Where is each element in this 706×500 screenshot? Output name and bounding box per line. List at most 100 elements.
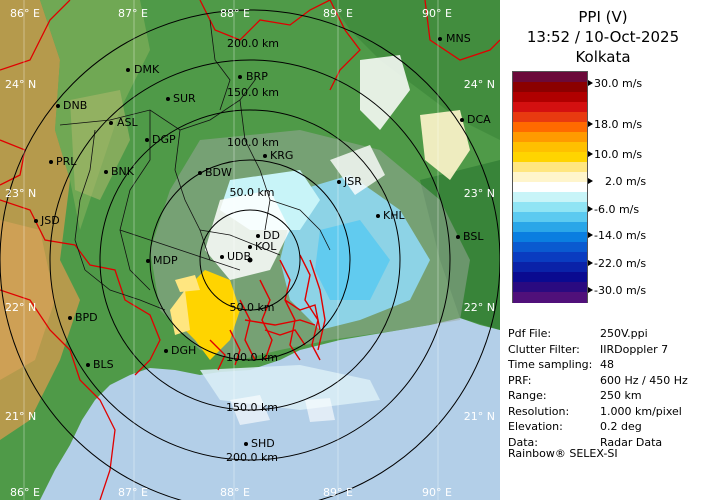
lat-label-23-left: 23° N — [5, 187, 36, 200]
metadata-value: 1.000 km/pixel — [600, 404, 682, 418]
echo-yellow — [175, 270, 240, 360]
range-label-200-south: 200.0 km — [226, 451, 278, 464]
svg-text:JSR: JSR — [343, 175, 362, 188]
city-dnb: DNB — [56, 99, 87, 112]
svg-text:DGH: DGH — [171, 344, 196, 357]
svg-text:BDW: BDW — [205, 166, 232, 179]
color-scale-step — [513, 142, 587, 153]
city-asl: ASL — [109, 116, 139, 129]
metadata-key: Data: — [508, 435, 538, 449]
legend-label-neg22: -22.0 m/s — [594, 257, 647, 270]
product-title: PPI (V) — [578, 8, 628, 26]
color-scale-step — [513, 282, 587, 293]
legend-label-neg14: -14.0 m/s — [594, 229, 647, 242]
color-scale-step — [513, 132, 587, 143]
city-bdw: BDW — [198, 166, 232, 179]
svg-text:DGP: DGP — [152, 133, 176, 146]
lon-label-90: 90° E — [422, 7, 452, 20]
color-scale-step — [513, 292, 587, 303]
color-scale-step — [513, 112, 587, 123]
lon-label-86-bottom: 86° E — [10, 486, 40, 499]
metadata-value: IIRDoppler 7 — [600, 342, 669, 356]
velocity-color-scale — [512, 71, 588, 303]
color-scale-step — [513, 222, 587, 233]
legend-label-neg30: -30.0 m/s — [594, 284, 647, 297]
district-borders — [59, 19, 331, 311]
city-udb: UDB — [220, 250, 251, 263]
svg-text:BPD: BPD — [75, 311, 98, 324]
product-datetime: 13:52 / 10-Oct-2025 — [526, 28, 680, 46]
city-mns: MNS — [438, 32, 471, 45]
lon-label-89-bottom: 89° E — [323, 486, 353, 499]
color-scale-step — [513, 82, 587, 93]
svg-text:JSD: JSD — [40, 214, 60, 227]
range-label-150-north: 150.0 km — [227, 86, 279, 99]
city-dca: DCA — [460, 113, 491, 126]
info-panel: PPI (V) 13:52 / 10-Oct-2025 Kolkata 30.0… — [500, 0, 706, 500]
svg-text:MDP: MDP — [153, 254, 178, 267]
lon-label-89: 89° E — [323, 7, 353, 20]
svg-text:KOL: KOL — [255, 240, 277, 253]
color-scale-step — [513, 262, 587, 273]
station-name: Kolkata — [575, 48, 631, 66]
city-jsr: JSR — [337, 175, 362, 188]
lon-label-88-bottom: 88° E — [220, 486, 250, 499]
lon-label-87: 87° E — [118, 7, 148, 20]
city-dgp: DGP — [145, 133, 176, 146]
range-rings — [0, 9, 500, 500]
range-label-50-north: 50.0 km — [229, 186, 274, 199]
lon-label-90-bottom: 90° E — [422, 486, 452, 499]
metadata-key: Range: — [508, 389, 547, 402]
range-label-100-south: 100.0 km — [226, 351, 278, 364]
city-jsd: JSD — [34, 214, 60, 227]
lat-label-24-right: 24° N — [464, 78, 495, 91]
city-bnk: BNK — [104, 165, 135, 178]
range-label-200-north: 200.0 km — [227, 37, 279, 50]
svg-text:SHD: SHD — [251, 437, 275, 450]
color-scale-step — [513, 172, 587, 183]
svg-text:BSL: BSL — [463, 230, 484, 243]
legend-label-30: 30.0 m/s — [594, 77, 643, 90]
svg-text:MNS: MNS — [446, 32, 471, 45]
lat-label-23-right: 23° N — [464, 187, 495, 200]
lon-label-87-bottom: 87° E — [118, 486, 148, 499]
color-scale-step — [513, 72, 587, 83]
legend-label-2: 2.0 m/s — [605, 175, 647, 188]
radar-map: 86° E 87° E 88° E 89° E 90° E 86° E 87° … — [0, 0, 500, 500]
metadata-value: 250 km — [600, 389, 642, 402]
color-scale-step — [513, 122, 587, 133]
city-dgh: DGH — [164, 344, 196, 357]
metadata-key: PRF: — [508, 373, 532, 387]
city-khl: KHL — [376, 209, 405, 222]
software-footer: Rainbow® SELEX-SI — [508, 447, 618, 460]
city-krg: KRG — [263, 149, 293, 162]
metadata-key: Resolution: — [508, 404, 570, 418]
city-shd: SHD — [244, 437, 275, 450]
svg-text:DMK: DMK — [134, 63, 160, 76]
metadata-key: Elevation: — [508, 420, 563, 433]
lon-label-88: 88° E — [220, 7, 250, 20]
metadata-value: 600 Hz / 450 Hz — [600, 373, 688, 387]
metadata-key: Time sampling: — [508, 358, 593, 371]
lat-label-21-left: 21° N — [5, 410, 36, 423]
lat-label-22-left: 22° N — [5, 301, 36, 314]
legend-label-10: 10.0 m/s — [594, 148, 643, 161]
city-bsl: BSL — [456, 230, 484, 243]
metadata-key: Clutter Filter: — [508, 342, 580, 356]
color-scale-step — [513, 242, 587, 253]
svg-text:BNK: BNK — [111, 165, 135, 178]
city-mdp: MDP — [146, 254, 178, 267]
city-bls: BLS — [86, 358, 114, 371]
svg-text:SUR: SUR — [173, 92, 196, 105]
svg-text:KRG: KRG — [270, 149, 293, 162]
svg-text:BRP: BRP — [246, 70, 268, 83]
color-scale-step — [513, 182, 587, 193]
svg-text:DD: DD — [263, 229, 280, 242]
lon-label-86: 86° E — [10, 7, 40, 20]
metadata-value: 48 — [600, 358, 614, 371]
svg-text:ASL: ASL — [117, 116, 139, 129]
city-bpd: BPD — [68, 311, 98, 324]
color-scale-step — [513, 232, 587, 243]
svg-text:DCA: DCA — [467, 113, 491, 126]
color-scale-step — [513, 102, 587, 113]
